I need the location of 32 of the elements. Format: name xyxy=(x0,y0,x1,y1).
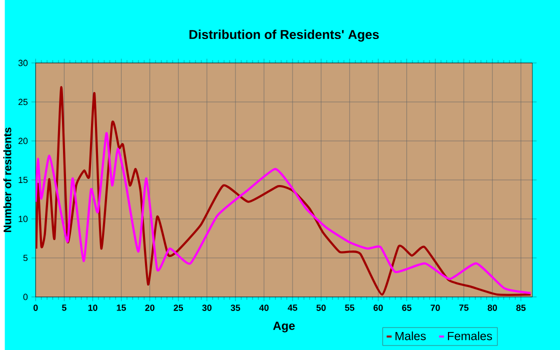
x-tick-label: 75 xyxy=(459,304,469,311)
x-tick-label: 20 xyxy=(145,304,154,311)
y-tick-label: 5 xyxy=(23,254,28,262)
y-tick-label: 0 xyxy=(23,294,28,300)
x-tick-label: 35 xyxy=(230,304,240,311)
y-tick-label: 25 xyxy=(18,98,28,106)
y-axis-title: Number of residents xyxy=(3,128,12,232)
legend-label: Males xyxy=(396,332,426,340)
x-tick-label: 15 xyxy=(116,304,126,311)
x-tick-label: 25 xyxy=(174,304,184,311)
x-tick-label: 70 xyxy=(430,304,440,311)
y-tick-label: 30 xyxy=(18,60,28,66)
y-tick-label: 10 xyxy=(18,216,28,222)
line-series xyxy=(36,132,532,294)
x-tick-label: 50 xyxy=(316,304,326,311)
x-tick-label: 45 xyxy=(288,304,298,311)
x-tick-label: 5 xyxy=(62,304,66,311)
line-series xyxy=(36,86,532,296)
x-tick-label: 30 xyxy=(202,304,212,311)
x-tick-label: 40 xyxy=(259,304,269,311)
x-axis-title: Age xyxy=(273,322,295,332)
x-tick-label: 65 xyxy=(402,304,412,311)
y-tick-label: 20 xyxy=(18,138,28,144)
x-tick-label: 60 xyxy=(374,304,383,311)
chart-title: Distribution of Residents' Ages xyxy=(190,30,379,42)
legend-label: Females xyxy=(448,332,492,340)
x-tick-label: 55 xyxy=(344,304,354,311)
x-tick-label: 80 xyxy=(488,304,497,311)
x-tick-label: 0 xyxy=(34,304,38,311)
y-tick-label: 15 xyxy=(18,176,28,184)
x-tick-label: 10 xyxy=(88,304,98,311)
x-tick-label: 85 xyxy=(516,304,526,311)
